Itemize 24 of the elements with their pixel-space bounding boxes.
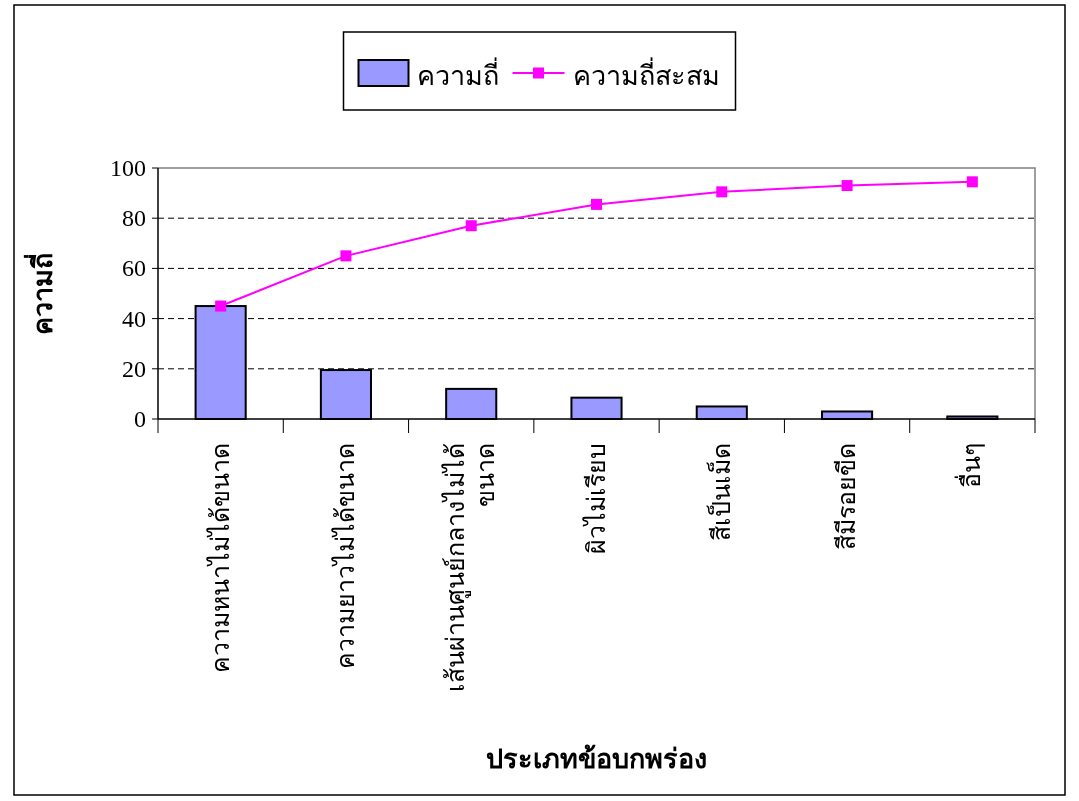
point: [340, 250, 352, 262]
x-tick-label: อื่นๆ: [954, 443, 986, 488]
point: [591, 198, 602, 210]
x-tick-label: สีมีรอยขีด: [833, 443, 861, 550]
x-tick-label: ผิวไม่เรียบ: [581, 443, 610, 554]
x-axis-title: ประเภทข้อบกพร่อง: [486, 744, 707, 774]
legend-label: ความถี่สะสม: [572, 57, 720, 91]
x-tick-label: ความหนาไม่ได้ขนาด: [205, 443, 234, 673]
point: [716, 186, 728, 198]
point: [465, 220, 477, 232]
x-tick-label: เส้นผ่านศูนย์กลางไม่ได้ ขนาด: [441, 443, 500, 692]
point: [215, 300, 227, 312]
y-tick-label: 0: [134, 406, 146, 432]
y-tick-label: 40: [122, 305, 146, 332]
y-tick-label: 100: [110, 155, 146, 181]
y-tick-label: 60: [122, 255, 146, 282]
x-tick-label: สีเป็นเม็ด: [705, 443, 735, 541]
y-tick-label: 80: [122, 205, 146, 232]
x-tick-label: ความยาวไม่ได้ขนาด: [330, 443, 359, 669]
y-axis-title: ความถี่: [23, 252, 58, 335]
y-tick-label: 20: [122, 355, 146, 382]
point: [966, 176, 978, 188]
legend-label: ความถี่: [416, 57, 499, 91]
point: [841, 180, 853, 192]
